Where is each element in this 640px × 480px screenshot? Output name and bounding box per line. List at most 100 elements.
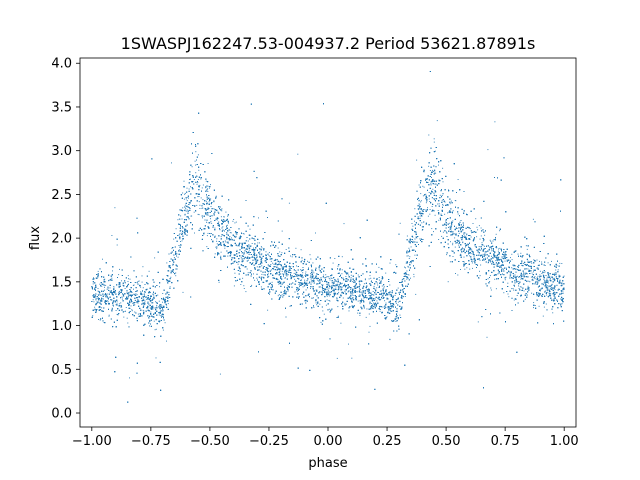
scatter-point (433, 141, 435, 143)
scatter-point (543, 279, 545, 281)
scatter-point (427, 215, 429, 217)
scatter-point (521, 289, 523, 291)
scatter-point (402, 279, 404, 280)
scatter-point (442, 204, 444, 206)
scatter-point (243, 285, 245, 287)
scatter-point (332, 288, 334, 290)
scatter-point (175, 272, 177, 274)
scatter-point (499, 247, 501, 249)
scatter-point (520, 275, 522, 276)
scatter-point (214, 235, 216, 237)
scatter-point (359, 289, 361, 291)
scatter-point (553, 299, 555, 301)
scatter-point (245, 257, 247, 259)
scatter-point (330, 294, 331, 296)
scatter-point (217, 211, 219, 213)
scatter-point (98, 319, 99, 320)
scatter-point (373, 302, 375, 304)
scatter-point (320, 321, 322, 323)
scatter-point (352, 307, 354, 309)
scatter-point (554, 272, 556, 274)
scatter-point (543, 284, 544, 286)
scatter-point (357, 274, 359, 276)
scatter-point (408, 258, 410, 259)
scatter-point (348, 291, 350, 292)
scatter-point (231, 238, 233, 240)
scatter-point (247, 240, 249, 242)
scatter-point (327, 276, 329, 278)
scatter-point (389, 338, 391, 340)
scatter-point (372, 308, 374, 310)
scatter-point (362, 299, 364, 301)
scatter-point (350, 274, 352, 276)
scatter-point (396, 313, 398, 315)
scatter-point (104, 289, 105, 291)
scatter-point (454, 237, 456, 239)
scatter-point (542, 283, 544, 285)
scatter-point (210, 218, 211, 220)
scatter-point (371, 303, 373, 304)
scatter-point (561, 291, 563, 293)
scatter-point (509, 273, 511, 275)
scatter-point (357, 300, 359, 302)
scatter-point (286, 278, 288, 280)
scatter-point (310, 273, 311, 275)
scatter-point (268, 265, 270, 267)
scatter-point (433, 170, 434, 172)
scatter-point (396, 315, 398, 317)
scatter-point (136, 302, 138, 304)
scatter-point (396, 311, 398, 313)
scatter-point (511, 253, 513, 255)
scatter-point (95, 286, 97, 288)
scatter-point (233, 285, 235, 287)
scatter-point (302, 272, 304, 274)
scatter-point (227, 242, 229, 244)
scatter-point (152, 302, 154, 304)
scatter-point (155, 301, 157, 303)
scatter-point (452, 210, 454, 212)
scatter-point (519, 286, 521, 288)
scatter-point (487, 278, 489, 280)
scatter-point (467, 243, 469, 245)
scatter-point (138, 280, 140, 282)
scatter-point (144, 300, 146, 302)
scatter-point (428, 134, 430, 136)
scatter-point (363, 299, 365, 301)
scatter-point (520, 252, 522, 254)
scatter-point (223, 219, 225, 221)
scatter-point (419, 204, 421, 206)
scatter-point (431, 228, 433, 230)
scatter-point (408, 240, 410, 242)
scatter-point (242, 233, 244, 234)
scatter-point (524, 298, 526, 300)
scatter-point (226, 224, 228, 226)
scatter-point (325, 274, 327, 276)
scatter-point (495, 288, 497, 290)
scatter-point (503, 292, 505, 294)
scatter-point (270, 264, 272, 265)
scatter-point (285, 274, 287, 276)
scatter-point (260, 254, 262, 256)
scatter-point (143, 297, 145, 299)
scatter-point (291, 256, 293, 258)
scatter-point (441, 195, 443, 196)
scatter-point (410, 262, 412, 264)
scatter-point (256, 261, 258, 263)
scatter-point (150, 291, 151, 293)
scatter-point (248, 253, 250, 255)
scatter-point (319, 264, 321, 266)
scatter-point (444, 224, 446, 226)
scatter-point (548, 292, 550, 294)
scatter-point (267, 309, 269, 311)
scatter-point (202, 199, 204, 201)
scatter-point (210, 220, 212, 222)
scatter-point (173, 272, 174, 273)
scatter-point (186, 200, 188, 202)
scatter-point (184, 204, 186, 206)
scatter-point (452, 256, 454, 257)
scatter-point (127, 275, 129, 277)
scatter-point (268, 255, 270, 257)
scatter-point (485, 257, 487, 259)
scatter-point (378, 279, 380, 281)
scatter-point (494, 278, 496, 280)
